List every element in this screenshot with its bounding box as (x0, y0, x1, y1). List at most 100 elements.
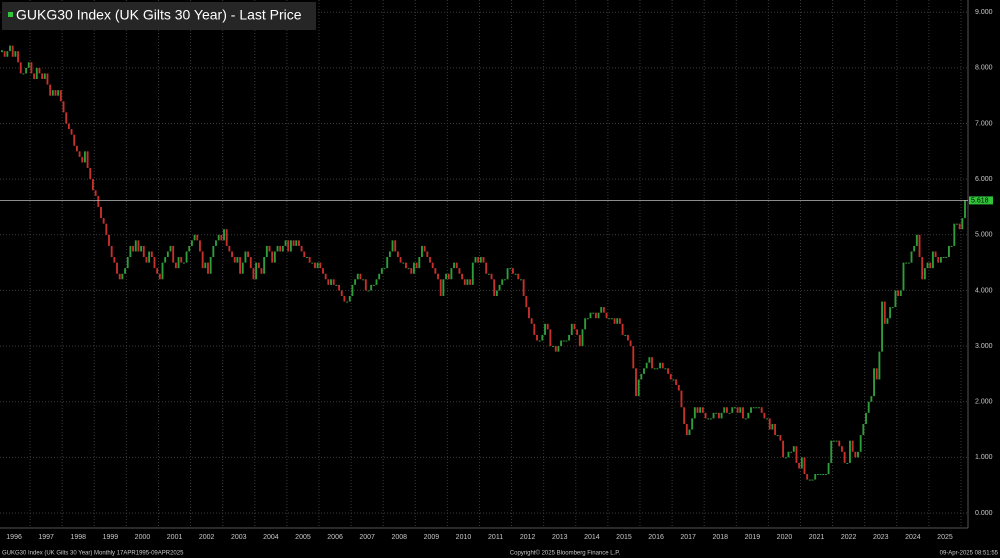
candle (241, 262, 244, 274)
candle (725, 407, 728, 413)
grid (0, 0, 968, 528)
candle (691, 418, 694, 430)
candle (129, 245, 132, 258)
candle (867, 401, 870, 413)
candle (410, 268, 413, 274)
candle (907, 262, 910, 264)
candle (701, 407, 704, 413)
candle (592, 312, 595, 314)
candle (581, 329, 584, 347)
candle (939, 257, 942, 263)
candle (399, 257, 402, 263)
candle (819, 474, 822, 476)
candle (717, 412, 720, 419)
x-tick-label: 1998 (70, 534, 86, 541)
candle (38, 67, 41, 74)
candle (832, 440, 835, 442)
candle (297, 240, 300, 246)
candle (878, 351, 881, 380)
candle (798, 462, 801, 469)
candle (768, 418, 771, 430)
candle (554, 346, 557, 352)
candle (487, 273, 490, 275)
candle (196, 234, 199, 241)
candle (386, 257, 389, 269)
candle (728, 412, 731, 414)
candle (65, 112, 68, 124)
candle (78, 151, 81, 157)
candle (525, 295, 528, 308)
candle (645, 362, 648, 369)
candle (897, 290, 900, 296)
candle (734, 407, 736, 409)
candle (838, 440, 841, 447)
candle (549, 329, 552, 347)
candle (132, 245, 135, 252)
candle (742, 407, 744, 419)
x-tick-label: 2001 (167, 534, 183, 541)
candle (482, 257, 485, 263)
candle (161, 262, 164, 280)
candle (610, 318, 613, 320)
candle (6, 51, 9, 57)
candle (418, 257, 421, 269)
candle (915, 234, 918, 246)
candle (316, 262, 319, 269)
candle (899, 290, 902, 296)
x-tick-label: 2016 (648, 534, 664, 541)
candle (653, 368, 656, 370)
candle (148, 251, 151, 263)
candle (375, 279, 378, 285)
candle (530, 318, 533, 324)
candle (629, 340, 632, 347)
candle (568, 334, 571, 341)
candle (9, 45, 11, 52)
y-tick-label: 1.000 (975, 454, 993, 461)
candle (166, 251, 169, 258)
candle (891, 307, 894, 309)
candle (792, 446, 795, 452)
candle (116, 262, 118, 274)
candle (450, 268, 453, 280)
candle (212, 245, 215, 258)
x-tick-label: 2019 (745, 534, 761, 541)
candle (541, 334, 544, 341)
candle (75, 145, 78, 152)
footer-center: Copyright© 2025 Bloomberg Finance L.P. (510, 550, 621, 557)
candle (86, 151, 89, 169)
candle (108, 234, 110, 246)
candle (806, 474, 809, 480)
candle (284, 240, 287, 246)
candle (886, 318, 889, 324)
candle (800, 457, 803, 469)
candle (752, 407, 755, 409)
candle (672, 379, 675, 381)
candle (190, 240, 193, 246)
candle (113, 257, 116, 263)
candle (271, 251, 274, 263)
candle (466, 279, 469, 285)
candle (380, 268, 383, 274)
x-tick-label: 2003 (231, 534, 247, 541)
x-tick-label: 2004 (263, 534, 279, 541)
candle (675, 379, 678, 386)
candle (522, 279, 525, 296)
candle (260, 268, 263, 274)
candle (442, 279, 445, 296)
candle (715, 412, 718, 414)
candle (857, 451, 859, 458)
candle (578, 334, 581, 347)
candle (506, 268, 509, 280)
candle (656, 368, 659, 370)
last-price-label: 5.618 (971, 197, 989, 204)
candle (3, 51, 6, 57)
candle (830, 440, 833, 463)
candle (394, 240, 397, 252)
candle (340, 290, 343, 296)
candle (279, 245, 282, 252)
candle (493, 279, 496, 296)
candle (268, 245, 271, 252)
candle (835, 440, 838, 442)
candle (223, 229, 225, 241)
candle (199, 240, 201, 252)
